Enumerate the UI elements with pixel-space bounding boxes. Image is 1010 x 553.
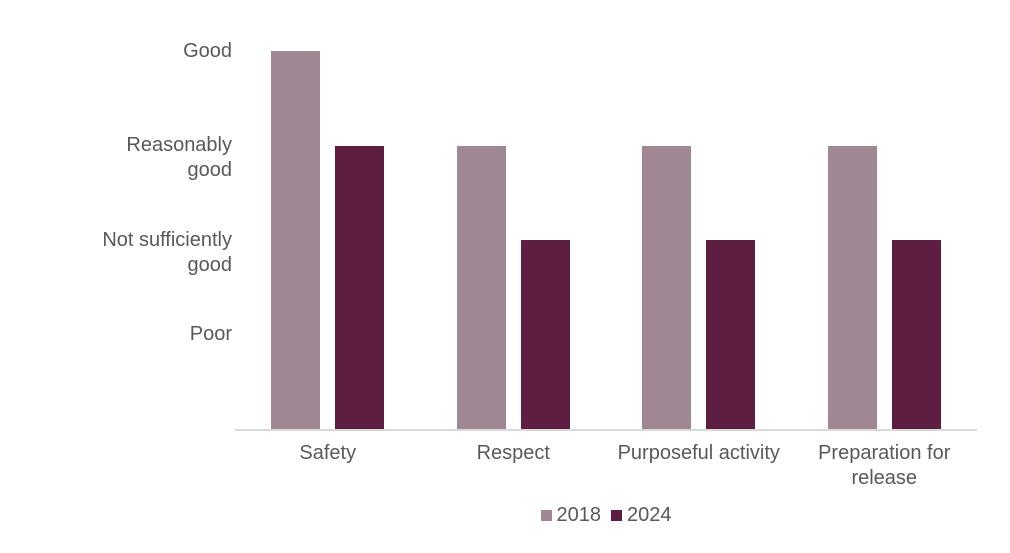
bar-2018-respect	[456, 145, 506, 429]
bar-2018-purposeful-activity	[642, 145, 692, 429]
x-axis-label-respect: Respect	[476, 442, 550, 464]
legend-item-2024: 2024	[611, 503, 672, 528]
y-axis-label-poor: Poor	[189, 323, 232, 345]
bar-2024-safety	[335, 145, 385, 429]
legend-swatch-2024	[611, 510, 622, 521]
legend-label-2018: 2018	[556, 504, 602, 526]
y-axis-label-reasonably: Reasonably good	[126, 134, 232, 181]
x-axis-label-safety: Safety	[299, 442, 357, 464]
bar-2024-respect	[520, 240, 570, 429]
bar-2024-purposeful-activity	[706, 240, 756, 429]
y-axis-label-good: Good	[183, 39, 232, 62]
chart-legend: 2018 2024	[235, 503, 977, 528]
x-axis-label-purposeful-activity: Purposeful activity	[617, 442, 780, 464]
y-axis-label-not-sufficiently: Not sufficiently good	[102, 228, 232, 276]
legend-swatch-2018	[540, 510, 552, 521]
bar-2018-safety	[271, 51, 321, 429]
bar-2024-preparation-for	[891, 240, 941, 429]
x-axis-label-preparation-for: Preparation for release	[818, 442, 951, 489]
legend-label-2024: 2024	[627, 504, 672, 526]
legend-item-2018: 2018	[540, 503, 602, 528]
x-axis-line	[235, 429, 977, 431]
bar-2018-preparation-for	[827, 145, 877, 429]
